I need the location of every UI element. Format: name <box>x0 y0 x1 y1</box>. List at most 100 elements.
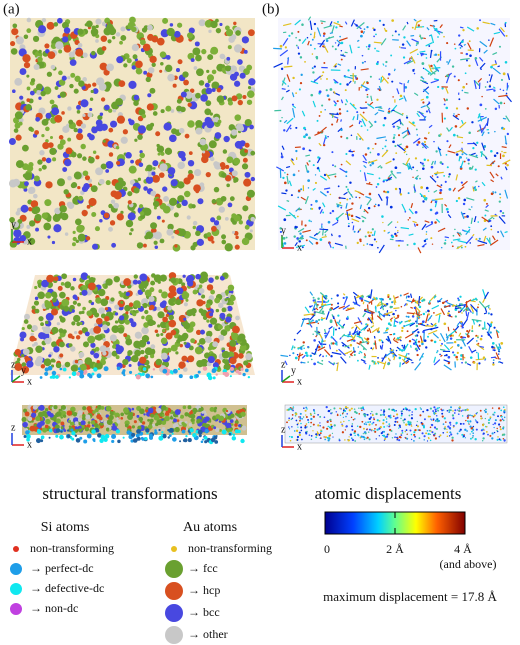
atom <box>455 199 458 203</box>
atom <box>38 25 47 34</box>
atom <box>446 42 449 45</box>
atom <box>423 339 427 343</box>
atom <box>234 114 242 121</box>
atom <box>392 312 395 316</box>
atom <box>308 149 311 152</box>
atom <box>349 356 351 358</box>
atom <box>181 429 186 434</box>
atom <box>311 67 314 70</box>
atom <box>440 246 443 249</box>
atom <box>195 273 201 280</box>
atom <box>295 419 298 422</box>
atom <box>67 175 72 181</box>
atom <box>331 412 333 414</box>
atom <box>416 353 419 357</box>
atom <box>325 39 329 43</box>
atom <box>150 413 155 418</box>
atom <box>53 346 60 353</box>
atom <box>33 341 38 346</box>
displacement <box>469 300 476 303</box>
atom <box>358 407 360 409</box>
atom <box>201 294 206 299</box>
atom <box>448 421 452 424</box>
atom <box>228 432 232 436</box>
atom <box>438 406 440 409</box>
atom <box>136 242 144 249</box>
atom <box>382 221 384 224</box>
atom <box>489 418 491 420</box>
atom <box>205 100 212 107</box>
atom <box>235 93 243 100</box>
atom <box>150 354 155 359</box>
displacement <box>393 318 396 328</box>
atom <box>300 426 303 429</box>
atom <box>208 420 212 423</box>
atom <box>109 411 114 416</box>
displacement <box>470 305 474 313</box>
atom <box>312 164 315 167</box>
atom <box>295 92 298 95</box>
displacement <box>433 189 438 193</box>
atom <box>458 409 461 412</box>
atom <box>440 184 443 186</box>
atom <box>399 94 403 98</box>
atom <box>482 433 484 435</box>
atom <box>427 72 430 75</box>
atom <box>341 412 344 415</box>
displacement <box>455 174 459 181</box>
displacement <box>385 328 389 332</box>
atom <box>30 78 36 83</box>
displacement <box>297 353 304 358</box>
atom <box>285 236 288 239</box>
atom <box>502 437 505 440</box>
atom <box>322 143 326 147</box>
atom <box>16 207 22 213</box>
atom <box>299 346 303 350</box>
atom <box>33 423 38 427</box>
displacement <box>373 335 376 339</box>
displacement <box>339 336 342 340</box>
atom <box>224 324 231 332</box>
displacement <box>479 124 483 134</box>
atom <box>193 184 201 193</box>
atom <box>328 437 331 440</box>
atom <box>457 413 460 415</box>
displacement <box>396 144 406 152</box>
atom <box>333 424 336 427</box>
atom <box>397 229 399 232</box>
atom <box>212 362 219 369</box>
atom <box>50 64 56 70</box>
atom <box>362 413 365 415</box>
atom <box>105 405 112 412</box>
displacement <box>393 355 396 361</box>
atom <box>127 212 136 221</box>
atom <box>186 32 194 39</box>
atom <box>128 22 132 26</box>
atom <box>58 328 64 334</box>
atom <box>238 371 242 375</box>
atom <box>63 189 69 195</box>
atom <box>435 410 437 413</box>
atom <box>459 47 462 49</box>
axis-arrow <box>11 375 21 383</box>
axis-label: y <box>11 219 16 230</box>
atom <box>435 414 438 417</box>
atom <box>454 47 457 50</box>
atom <box>444 426 446 428</box>
atom <box>432 418 435 421</box>
atom <box>470 427 473 430</box>
displacement <box>434 160 437 165</box>
atom <box>312 333 314 335</box>
atom <box>324 303 327 306</box>
atom <box>282 176 285 180</box>
atom <box>66 410 73 416</box>
atom <box>224 372 230 377</box>
atom <box>94 312 100 318</box>
atom <box>168 314 174 321</box>
atom <box>197 429 203 435</box>
atom <box>468 423 470 425</box>
atom <box>342 416 344 418</box>
atom <box>49 413 54 418</box>
atom <box>243 49 248 54</box>
atom <box>459 165 463 169</box>
